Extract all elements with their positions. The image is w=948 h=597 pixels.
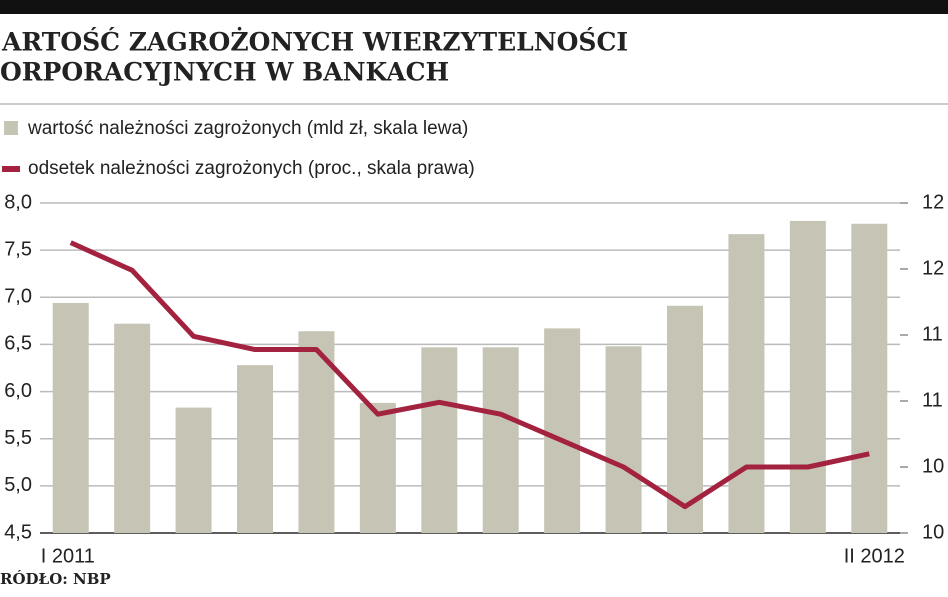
bar: [851, 223, 888, 533]
y-tick-label: 4,5: [4, 521, 32, 543]
y2-tick-label: 12: [922, 257, 944, 279]
y-tick-label: 5,0: [4, 474, 32, 496]
bar: [605, 346, 642, 533]
bar: [359, 402, 396, 533]
line: [69, 240, 870, 510]
y-tick-label: 6,0: [4, 380, 32, 402]
chart-title: ARTOŚĆ ZAGROŻONYCH WIERZYTELNOŚCI: [1, 28, 628, 57]
legend-label: wartość należności zagrożonych (mld zł, …: [27, 118, 468, 139]
y2-tick-label: 11: [922, 389, 943, 411]
bar: [421, 347, 458, 533]
y2-tick-label: 12: [922, 191, 944, 213]
bar: [114, 323, 151, 533]
y-tick-label: 5,5: [4, 427, 32, 449]
y2-tick-label: 11: [922, 323, 943, 345]
top-bar: [0, 0, 948, 14]
bar: [667, 305, 703, 533]
bar: [237, 365, 273, 533]
bar: [789, 220, 826, 533]
source: RÓDŁO: NBP: [0, 570, 111, 588]
y-tick-label: 7,5: [4, 238, 32, 260]
bar: [175, 407, 212, 533]
legend-label: odsetek należności zagrożonych (proc., s…: [28, 158, 475, 179]
bar: [728, 234, 765, 533]
y2-tick-label: 10: [922, 521, 944, 543]
bar: [544, 328, 581, 533]
y2-tick-label: 10: [922, 455, 944, 477]
bar: [482, 347, 519, 533]
y-tick-label: 8,0: [4, 191, 32, 213]
y-tick-label: 6,5: [4, 333, 32, 355]
x-tick-label: II 2012: [844, 545, 905, 567]
y-tick-label: 7,0: [4, 286, 32, 308]
bar: [52, 302, 89, 533]
chart-title: ORPORACYJNYCH W BANKACH: [0, 58, 449, 87]
legend-swatch: [4, 121, 18, 135]
x-tick-label: I 2011: [41, 545, 95, 567]
